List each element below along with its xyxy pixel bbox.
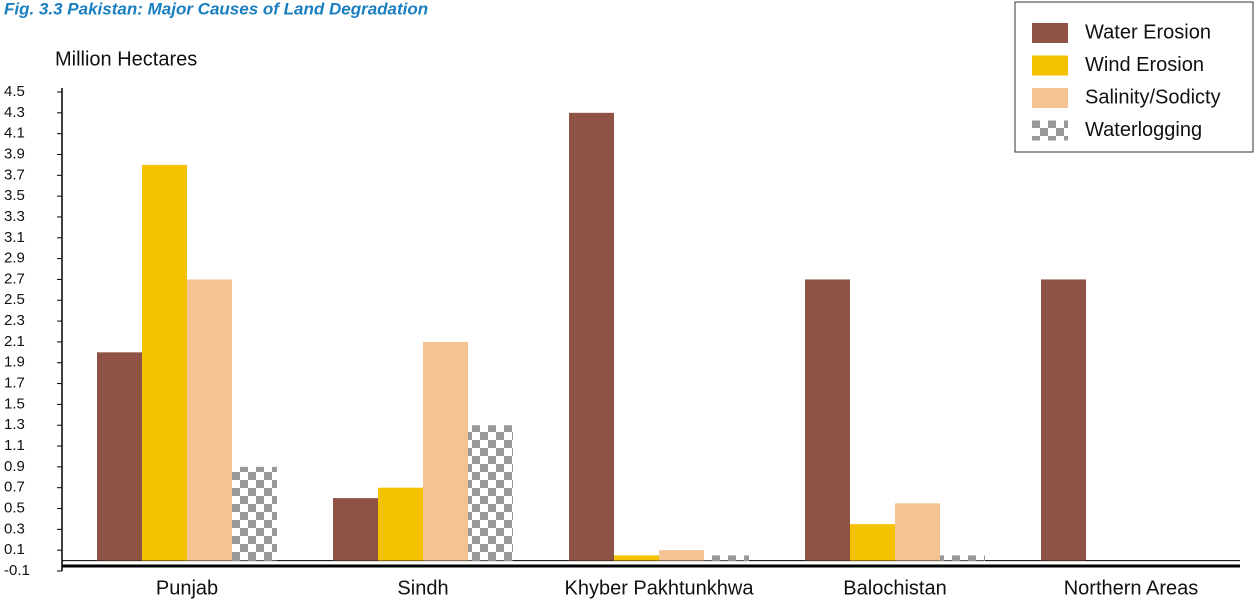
legend-label: Wind Erosion <box>1085 54 1204 76</box>
y-tick-label: 3.9 <box>4 145 25 162</box>
y-tick-label: 4.3 <box>4 104 25 121</box>
bar <box>232 466 277 561</box>
y-tick-label: 1.9 <box>4 354 25 371</box>
y-tick-label: -0.1 <box>4 562 30 579</box>
y-tick-label: 0.9 <box>4 458 25 475</box>
y-tick-label: 1.5 <box>4 395 25 412</box>
y-tick-label: 0.5 <box>4 499 25 516</box>
legend-swatch <box>1032 88 1068 108</box>
x-tick-label: Balochistan <box>843 577 946 599</box>
bar <box>704 555 749 561</box>
bar <box>187 279 232 561</box>
x-tick-label: Punjab <box>156 577 218 599</box>
bar <box>569 112 614 561</box>
bar <box>142 164 187 561</box>
y-tick-label: 3.7 <box>4 166 25 183</box>
x-tick-label: Khyber Pakhtunkhwa <box>564 577 754 599</box>
chart-title: Fig. 3.3 Pakistan: Major Causes of Land … <box>4 0 428 18</box>
bar <box>614 555 659 561</box>
bar <box>940 555 985 561</box>
y-tick-label: 3.1 <box>4 229 25 246</box>
y-tick-label: 1.1 <box>4 437 25 454</box>
legend-label: Salinity/Sodicty <box>1085 86 1221 108</box>
y-tick-label: 1.7 <box>4 375 25 392</box>
y-tick-label: 4.5 <box>4 83 25 100</box>
bar <box>1041 279 1086 561</box>
bar <box>378 487 423 561</box>
x-tick-label: Northern Areas <box>1064 577 1199 599</box>
y-tick-label: 2.1 <box>4 333 25 350</box>
bar <box>423 341 468 561</box>
bar <box>659 550 704 561</box>
bar <box>850 524 895 561</box>
y-tick-label: 0.7 <box>4 479 25 496</box>
y-tick-label: 2.5 <box>4 291 25 308</box>
legend-swatch <box>1032 23 1068 43</box>
y-tick-label: 0.3 <box>4 520 25 537</box>
bar <box>805 279 850 561</box>
legend-label: Waterlogging <box>1085 119 1202 141</box>
y-tick-label: 1.3 <box>4 416 25 433</box>
legend-label: Water Erosion <box>1085 21 1211 43</box>
y-tick-label: 2.3 <box>4 312 25 329</box>
y-tick-label: 3.5 <box>4 187 25 204</box>
y-tick-label: 2.7 <box>4 270 25 287</box>
legend-swatch <box>1032 55 1068 76</box>
y-axis-label: Million Hectares <box>55 48 197 70</box>
x-tick-label: Sindh <box>397 577 448 599</box>
bar <box>895 503 940 561</box>
legend-swatch <box>1032 120 1068 141</box>
y-tick-label: 2.9 <box>4 250 25 267</box>
y-tick-label: 4.1 <box>4 125 25 142</box>
y-tick-label: 0.1 <box>4 541 25 558</box>
bar <box>333 498 378 561</box>
bar <box>468 425 513 561</box>
y-tick-label: 3.3 <box>4 208 25 225</box>
bar <box>97 352 142 561</box>
